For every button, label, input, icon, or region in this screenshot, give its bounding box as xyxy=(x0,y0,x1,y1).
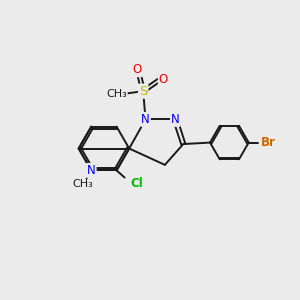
Text: Cl: Cl xyxy=(130,177,143,190)
Text: O: O xyxy=(159,74,168,86)
Text: S: S xyxy=(139,85,147,98)
Text: N: N xyxy=(141,113,150,126)
Text: N: N xyxy=(171,113,180,126)
Text: CH₃: CH₃ xyxy=(72,179,93,189)
Text: O: O xyxy=(133,63,142,76)
Text: Br: Br xyxy=(261,136,275,149)
Text: CH₃: CH₃ xyxy=(106,89,127,99)
Text: N: N xyxy=(87,164,96,177)
